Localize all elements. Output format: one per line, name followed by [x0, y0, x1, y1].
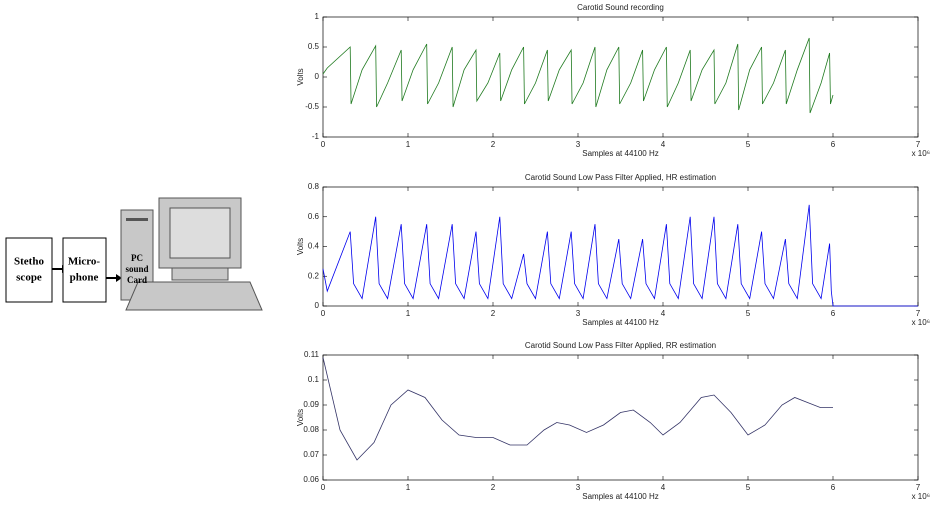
axes-box: [322, 354, 919, 481]
axes-box: [322, 16, 919, 138]
x-tick-label: 7: [916, 140, 921, 149]
y-tick-label: 0: [315, 72, 320, 81]
y-tick-label: 0.1: [308, 375, 320, 384]
x-tick-label: 1: [406, 483, 411, 492]
x-tick-label: 1: [406, 309, 411, 318]
y-axis-label: Volts: [296, 238, 305, 255]
stand: [171, 267, 229, 281]
node-label: scope: [16, 272, 42, 284]
x-tick-label: 2: [491, 483, 496, 492]
box: [5, 237, 53, 303]
arrow-head: [116, 274, 122, 282]
y-tick-label: 0: [315, 301, 320, 310]
x-tick-label: 5: [746, 309, 751, 318]
y-tick-label: 0.06: [303, 475, 319, 484]
x-tick-label: 4: [661, 483, 666, 492]
y-tick-label: 0.5: [308, 42, 320, 51]
y-tick-label: 0.2: [308, 271, 320, 280]
x-tick-label: 3: [576, 483, 581, 492]
x-tick-label: 2: [491, 140, 496, 149]
x-tick-label: 6: [831, 309, 836, 318]
y-tick-label: 0.4: [308, 242, 320, 251]
x-tick-label: 4: [661, 140, 666, 149]
data-line: [322, 37, 834, 114]
node-label: Card: [127, 275, 147, 285]
x-tick-label: 0: [321, 483, 326, 492]
x-axis-label: Samples at 44100 Hz: [582, 492, 659, 501]
x-tick-label: 5: [746, 140, 751, 149]
keyboard: [125, 281, 263, 311]
data-line: [322, 204, 918, 307]
x-tick-label: 3: [576, 140, 581, 149]
x-tick-label: 4: [661, 309, 666, 318]
x-axis-label: Samples at 44100 Hz: [582, 318, 659, 327]
x-exponent: x 10⁶: [912, 318, 930, 327]
box: [62, 237, 107, 303]
y-axis-label: Volts: [296, 409, 305, 426]
x-tick-label: 6: [831, 140, 836, 149]
x-axis-label: Samples at 44100 Hz: [582, 149, 659, 158]
node-label: phone: [70, 272, 99, 284]
node-label: Stetho: [14, 256, 44, 268]
x-tick-label: 1: [406, 140, 411, 149]
y-tick-label: 0.8: [308, 182, 320, 191]
x-tick-label: 0: [321, 309, 326, 318]
x-tick-label: 7: [916, 309, 921, 318]
diagram: Stetho scope Micro- phone PC sound Card: [5, 197, 263, 311]
chart-title: Carotid Sound recording: [577, 3, 664, 12]
y-tick-label: 0.08: [303, 425, 319, 434]
axes-box: [322, 186, 919, 307]
y-tick-label: 0.6: [308, 212, 320, 221]
chart-title: Carotid Sound Low Pass Filter Applied, R…: [525, 341, 716, 350]
x-tick-label: 7: [916, 483, 921, 492]
x-exponent: x 10⁶: [912, 492, 930, 501]
node-label: Micro-: [68, 256, 101, 268]
chart-title: Carotid Sound Low Pass Filter Applied, H…: [525, 173, 716, 182]
y-tick-label: 1: [315, 12, 320, 21]
x-tick-label: 6: [831, 483, 836, 492]
x-tick-label: 2: [491, 309, 496, 318]
y-tick-label: 0.09: [303, 400, 319, 409]
drive: [126, 218, 148, 221]
node-label: PC: [131, 253, 143, 263]
x-tick-label: 5: [746, 483, 751, 492]
y-tick-label: -0.5: [305, 102, 319, 111]
x-tick-label: 0: [321, 140, 326, 149]
x-tick-label: 3: [576, 309, 581, 318]
screen: [169, 207, 231, 259]
node-label: sound: [125, 264, 148, 274]
x-exponent: x 10⁶: [912, 149, 930, 158]
y-axis-label: Volts: [296, 68, 305, 85]
data-line: [322, 357, 833, 461]
y-tick-label: 0.11: [304, 350, 320, 359]
y-tick-label: 0.07: [303, 450, 319, 459]
y-tick-label: -1: [312, 132, 320, 141]
